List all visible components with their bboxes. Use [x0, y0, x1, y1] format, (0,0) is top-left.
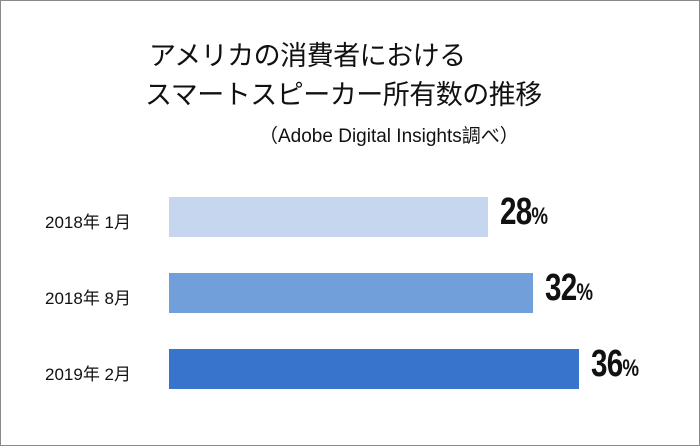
bar-2019-feb [169, 349, 579, 389]
category-label: 2018年 1月 [45, 213, 131, 232]
bar-2018-jan [169, 197, 488, 237]
category-label: 2018年 8月 [45, 289, 131, 308]
category-label: 2019年 2月 [45, 365, 131, 384]
bar-2018-aug [169, 273, 533, 313]
chart-title: アメリカの消費者における スマートスピーカー所有数の推移 [145, 37, 542, 115]
value-label: 36% [591, 343, 639, 386]
value-label: 32% [545, 267, 593, 310]
value-number: 28 [500, 191, 532, 233]
chart-subtitle: （Adobe Digital Insights調べ） [259, 126, 519, 147]
value-unit: % [531, 203, 549, 230]
value-number: 32 [545, 267, 577, 309]
title-line-1: アメリカの消費者における [149, 41, 466, 72]
value-label: 28% [500, 191, 548, 234]
value-number: 36 [591, 343, 623, 385]
value-unit: % [576, 279, 594, 306]
title-line-2: スマートスピーカー所有数の推移 [145, 80, 542, 111]
value-unit: % [622, 355, 640, 382]
